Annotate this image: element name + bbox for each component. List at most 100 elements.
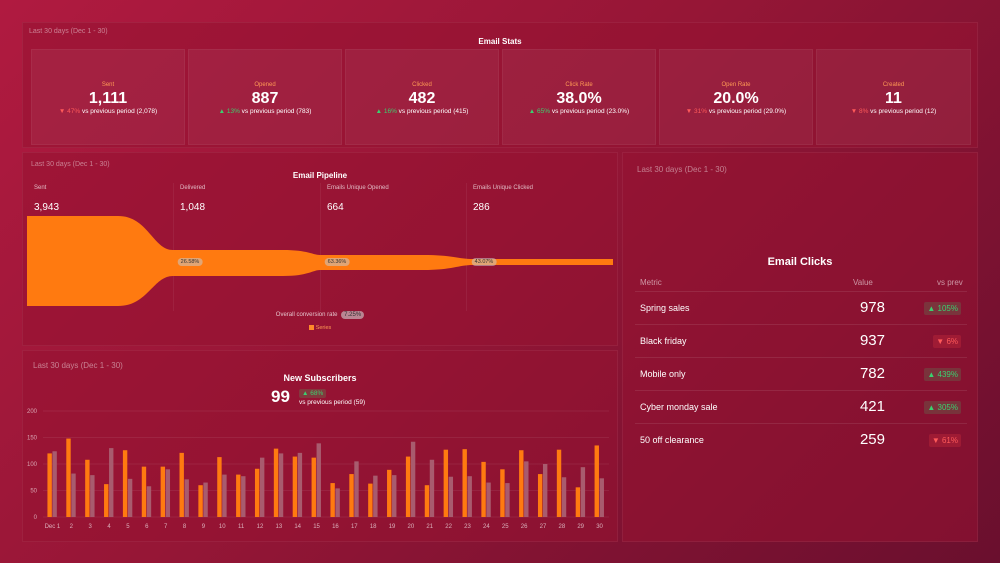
bar-series-2[interactable]: [316, 443, 321, 517]
bar-series-1[interactable]: [387, 469, 392, 517]
bar-series-1[interactable]: [217, 457, 222, 517]
bar-series-2[interactable]: [505, 483, 510, 517]
subs-vs-previous: vs previous period (59): [299, 399, 366, 406]
bar-series-1[interactable]: [500, 469, 505, 517]
bar-series-2[interactable]: [297, 452, 303, 517]
bar-series-2[interactable]: [580, 467, 586, 517]
bar-series-2[interactable]: [71, 473, 76, 517]
up-arrow-icon: ▲: [302, 390, 309, 397]
stat-card-created[interactable]: Created 11 ▼ 8% vs previous period (12): [816, 49, 971, 145]
bar-series-2[interactable]: [561, 477, 567, 517]
up-arrow-icon: ▲: [375, 108, 383, 115]
up-arrow-icon: ▲: [927, 370, 936, 379]
bar-series-2[interactable]: [203, 482, 208, 517]
x-tick-label: 17: [351, 524, 358, 530]
bar-series-2[interactable]: [335, 488, 340, 517]
x-tick-label: 18: [370, 524, 377, 530]
bar-series-1[interactable]: [330, 483, 335, 517]
bar-series-1[interactable]: [47, 453, 52, 517]
bar-series-1[interactable]: [104, 484, 109, 517]
bar-series-1[interactable]: [575, 487, 581, 517]
down-arrow-icon: ▼: [936, 337, 945, 346]
bar-series-1[interactable]: [594, 445, 599, 517]
pipeline-funnel-chart: [27, 216, 613, 306]
bar-series-2[interactable]: [109, 448, 114, 517]
bar-series-1[interactable]: [424, 485, 430, 517]
stage-value-clicked: 286: [473, 202, 490, 213]
bar-series-2[interactable]: [146, 486, 152, 517]
row-metric: Mobile only: [640, 369, 686, 379]
bar-series-1[interactable]: [405, 456, 411, 517]
bar-series-1[interactable]: [198, 485, 203, 517]
bar-series-2[interactable]: [184, 479, 189, 517]
table-row[interactable]: Black friday 937 ▼ 6%: [635, 324, 967, 357]
bar-series-2[interactable]: [52, 451, 57, 517]
table-row[interactable]: 50 off clearance 259 ▼ 61%: [635, 423, 967, 456]
x-tick-label: 24: [483, 524, 490, 530]
bar-series-1[interactable]: [519, 450, 524, 517]
bar-series-2[interactable]: [542, 464, 548, 517]
stat-change: ▼ 31% vs previous period (29.0%): [685, 108, 787, 115]
col-header-vs-prev[interactable]: vs prev: [937, 278, 963, 287]
y-tick-label: 200: [27, 409, 38, 415]
bar-series-2[interactable]: [90, 475, 95, 517]
clicks-title: Email Clicks: [767, 256, 833, 268]
bar-series-1[interactable]: [462, 449, 467, 517]
bar-series-1[interactable]: [556, 449, 562, 517]
bar-series-1[interactable]: [236, 474, 241, 517]
bar-series-1[interactable]: [292, 456, 298, 517]
col-header-metric[interactable]: Metric: [640, 278, 662, 287]
stat-card-click-rate[interactable]: Click Rate 38.0% ▲ 65% vs previous perio…: [502, 49, 656, 145]
col-header-value[interactable]: Value: [853, 278, 873, 287]
bar-series-2[interactable]: [524, 461, 529, 517]
bar-series-1[interactable]: [349, 474, 354, 517]
bar-series-2[interactable]: [222, 474, 227, 517]
pipeline-legend[interactable]: Series: [23, 325, 617, 331]
bar-series-2[interactable]: [599, 478, 604, 517]
stat-card-sent[interactable]: Sent 1,111 ▼ 47% vs previous period (2,0…: [31, 49, 185, 145]
bar-series-1[interactable]: [66, 438, 71, 517]
x-tick-label: 4: [107, 524, 111, 530]
bar-series-2[interactable]: [278, 453, 284, 517]
bar-series-1[interactable]: [160, 466, 166, 517]
bar-series-2[interactable]: [241, 476, 246, 517]
bar-series-2[interactable]: [448, 476, 454, 517]
stat-card-clicked[interactable]: Clicked 482 ▲ 16% vs previous period (41…: [345, 49, 499, 145]
bar-series-1[interactable]: [311, 457, 316, 517]
table-row[interactable]: Spring sales 978 ▲ 105%: [635, 291, 967, 324]
row-value: 259: [859, 431, 885, 448]
bar-series-1[interactable]: [85, 459, 90, 517]
bar-series-1[interactable]: [122, 450, 128, 517]
up-arrow-icon: ▲: [927, 304, 936, 313]
row-change: ▲ 305%: [924, 401, 961, 414]
bar-series-1[interactable]: [141, 466, 147, 517]
stat-card-open-rate[interactable]: Open Rate 20.0% ▼ 31% vs previous period…: [659, 49, 813, 145]
bar-series-2[interactable]: [429, 459, 435, 517]
bar-series-2[interactable]: [373, 475, 378, 517]
table-row[interactable]: Mobile only 782 ▲ 439%: [635, 357, 967, 390]
bar-series-2[interactable]: [410, 441, 416, 517]
stat-label: Open Rate: [721, 82, 751, 88]
conversion-rate-badge: 7.25%: [341, 311, 365, 319]
stage-label-delivered: Delivered: [180, 185, 206, 191]
bar-series-1[interactable]: [254, 468, 260, 517]
bar-series-1[interactable]: [368, 483, 373, 517]
x-tick-label: 9: [202, 524, 206, 530]
bar-series-1[interactable]: [273, 448, 279, 517]
stat-change: ▲ 16% vs previous period (415): [375, 108, 469, 115]
bar-series-1[interactable]: [537, 474, 543, 517]
bar-series-1[interactable]: [179, 452, 184, 517]
stat-label: Clicked: [412, 82, 432, 88]
stat-card-opened[interactable]: Opened 887 ▲ 13% vs previous period (783…: [188, 49, 342, 145]
bar-series-2[interactable]: [165, 469, 171, 517]
bar-series-2[interactable]: [392, 475, 397, 517]
table-row[interactable]: Cyber monday sale 421 ▲ 305%: [635, 390, 967, 423]
bar-series-2[interactable]: [486, 482, 491, 517]
bar-series-1[interactable]: [481, 461, 486, 517]
bar-series-2[interactable]: [467, 476, 472, 517]
bar-series-1[interactable]: [443, 449, 449, 517]
bar-series-2[interactable]: [259, 457, 265, 517]
bar-series-2[interactable]: [127, 478, 133, 517]
bar-series-2[interactable]: [354, 461, 359, 517]
x-tick-label: 10: [219, 524, 226, 530]
